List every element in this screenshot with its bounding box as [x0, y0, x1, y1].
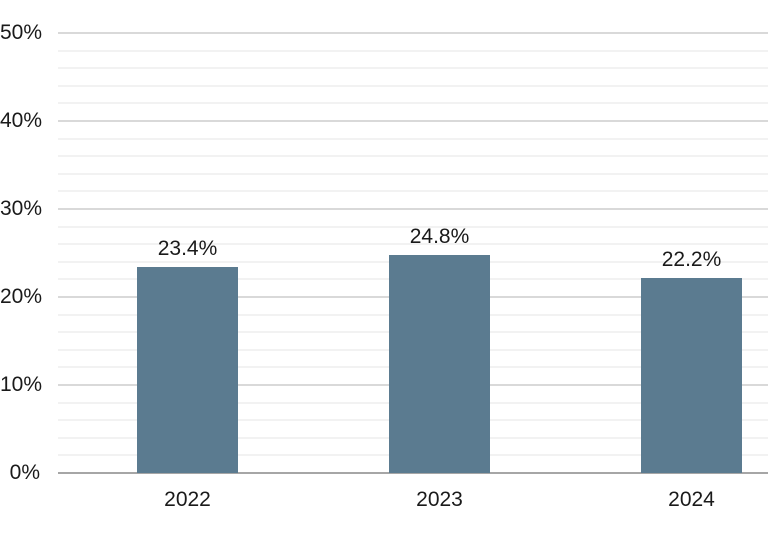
minor-gridline	[58, 84, 768, 87]
bar-2024[interactable]	[641, 277, 742, 473]
x-tick-label: 2022	[164, 488, 211, 511]
bar-value-label: 23.4%	[157, 237, 218, 261]
major-gridline	[58, 120, 768, 122]
bar-2022[interactable]	[137, 267, 238, 473]
minor-gridline	[58, 49, 768, 52]
bar-value-label: 24.8%	[409, 224, 470, 248]
y-tick-label: 30%	[0, 197, 43, 220]
minor-gridline	[58, 172, 768, 175]
y-tick-label: 20%	[0, 285, 43, 308]
major-gridline	[58, 208, 768, 210]
y-tick-label: 50%	[0, 21, 43, 44]
y-tick-label: 0%	[9, 461, 40, 484]
x-axis-line	[58, 472, 768, 474]
x-tick-label: 2024	[668, 488, 715, 511]
x-tick-label: 2023	[416, 488, 463, 511]
major-gridline	[58, 32, 768, 34]
minor-gridline	[58, 137, 768, 140]
bar-2023[interactable]	[389, 254, 490, 473]
minor-gridline	[58, 190, 768, 193]
y-tick-label: 10%	[0, 373, 43, 396]
minor-gridline	[58, 67, 768, 70]
minor-gridline	[58, 243, 768, 246]
bar-value-label: 22.2%	[661, 247, 722, 271]
minor-gridline	[58, 155, 768, 158]
minor-gridline	[58, 225, 768, 228]
y-tick-label: 40%	[0, 109, 43, 132]
minor-gridline	[58, 102, 768, 105]
